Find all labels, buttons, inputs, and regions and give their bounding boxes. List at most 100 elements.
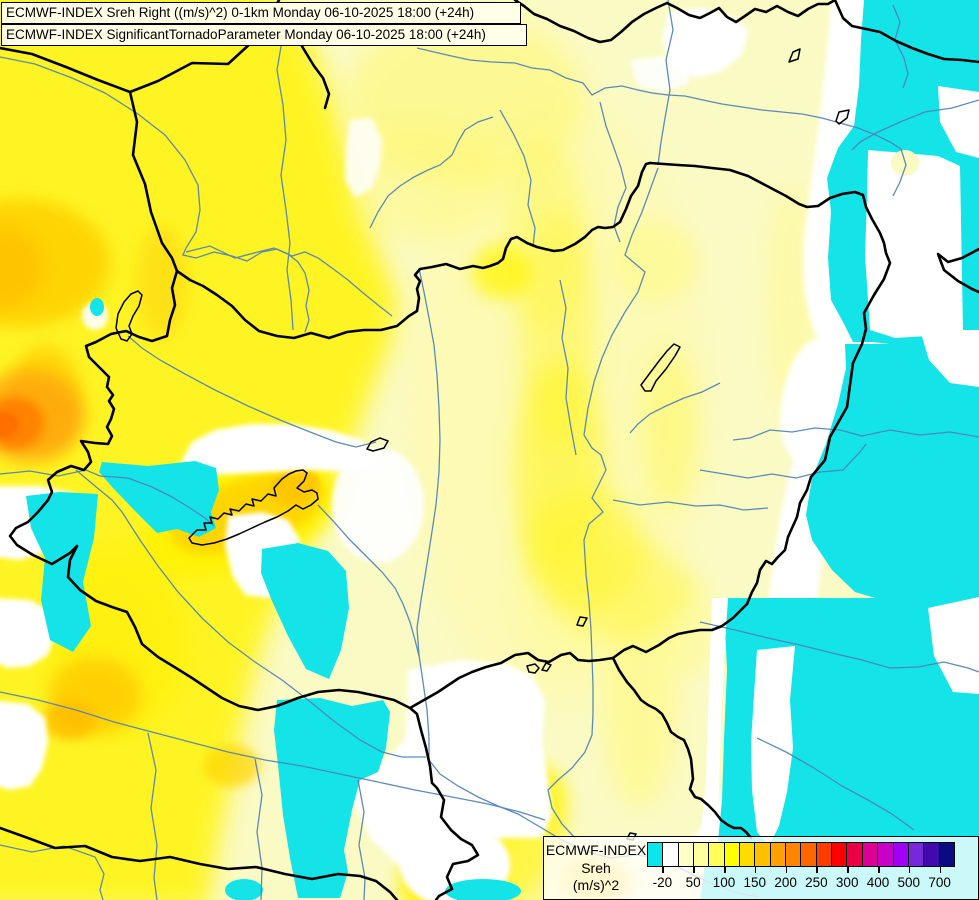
border-slovenia-croatia-hungary: [8, 498, 412, 712]
river-koros-south: [699, 443, 867, 479]
colorbar-tick: [878, 867, 880, 873]
colorbar-cell-1: [662, 842, 679, 867]
legend-parameter: Sreh: [581, 860, 611, 876]
colorbar-cell-14: [861, 842, 879, 867]
river-maros: [699, 621, 979, 673]
colorbar-cell-4: [708, 842, 725, 867]
river-drava: [75, 469, 426, 758]
border-hungary-romania-ukraine: [648, 161, 892, 606]
river-bosna-2: [254, 758, 263, 900]
river-drina: [357, 779, 366, 900]
river-bodrog: [657, 0, 674, 166]
colorbar-tick: [754, 867, 757, 873]
river-upper-tisza: [892, 4, 909, 89]
colorbar-cell-13: [846, 842, 863, 867]
lake-tisza: [640, 343, 681, 392]
colorbar-cell-6: [739, 842, 756, 867]
border-poland-slovakia: [513, 0, 837, 44]
river-koros-west: [612, 499, 769, 511]
river-ipel: [599, 101, 627, 243]
small-lake-1: [788, 48, 801, 63]
small-lake-3: [526, 663, 540, 674]
lake-ferto: [115, 290, 143, 342]
small-lake-5: [576, 616, 588, 627]
legend-colorbar: [647, 842, 955, 867]
border-croatia-bosnia-sava: [0, 826, 399, 900]
colorbar-tick-label: 50: [685, 875, 701, 890]
border-austria-slovakia: [128, 90, 179, 273]
colorbar-tick: [693, 867, 695, 873]
colorbar-cell-9: [785, 842, 802, 867]
river-koros-north: [732, 427, 979, 441]
border-hungary-serbia: [611, 602, 749, 660]
river-hron: [499, 109, 536, 248]
river-zagyva: [559, 279, 577, 456]
colorbar-cell-12: [831, 842, 848, 867]
lakes-layer: [115, 48, 850, 841]
river-sio: [317, 504, 420, 657]
river-vah: [276, 0, 294, 331]
colorbar-tick-label: 700: [928, 875, 951, 890]
border-slovakia-hungary: [175, 161, 652, 340]
colorbar-cell-7: [754, 842, 771, 867]
colorbar-cell-18: [923, 842, 940, 867]
lake-balaton: [188, 469, 319, 546]
river-bosna-1: [147, 732, 158, 900]
river-danube-upper: [0, 56, 393, 317]
small-lake-2: [835, 109, 850, 125]
border-romania-ukraine-east: [936, 247, 979, 294]
lake-velence: [366, 437, 389, 452]
river-tisza: [547, 167, 659, 839]
colorbar-tick-label: 200: [774, 875, 797, 890]
border-austria-hungary: [46, 269, 179, 502]
colorbar-tick-label: 300: [835, 875, 859, 890]
river-raba: [127, 335, 377, 448]
river-somes: [851, 99, 979, 151]
border-croatia-bosnia-east: [408, 706, 480, 900]
colorbar-cell-19: [938, 842, 955, 867]
colorbar-tick: [939, 867, 942, 873]
river-nitra: [369, 116, 494, 229]
colorbar-tick-label: 100: [712, 875, 736, 890]
colorbar-tick-label: 150: [743, 875, 767, 890]
colorbar-tick-label: 250: [805, 875, 828, 890]
colorbar-cell-15: [877, 842, 894, 867]
river-little-danube: [185, 245, 310, 333]
colorbar-tick-label: -20: [652, 875, 673, 890]
colorbar-tick-label: 500: [897, 875, 921, 890]
colorbar-cell-8: [769, 842, 787, 867]
river-sajo: [629, 382, 721, 434]
colorbar-tick-label: 400: [866, 875, 890, 890]
colorbar-tick: [847, 867, 849, 873]
river-bega: [756, 737, 915, 831]
colorbar-cell-17: [907, 842, 925, 867]
border-hungary-croatia: [408, 651, 615, 710]
colorbar-cell-11: [815, 842, 833, 867]
colorbar-cell-10: [800, 842, 817, 867]
small-lake-4: [541, 662, 552, 672]
border-czech-austria: [0, 46, 132, 94]
colorbar-tick: [724, 867, 726, 873]
river-zala: [0, 469, 215, 527]
colorbar-cell-16: [892, 842, 909, 867]
map-title-line1: ECMWF-INDEX Sreh Right ((m/s)^2) 0-1km M…: [1, 2, 521, 24]
river-north-carpathian: [416, 47, 907, 197]
legend-box: ECMWF-INDEX Sreh (m/s)^2 -20 50 100 150 200 2…: [543, 836, 979, 900]
river-una: [0, 844, 105, 900]
colorbar-tick: [816, 867, 818, 873]
colorbar-cell-5: [723, 842, 741, 867]
border-ukraine-romania-north: [833, 0, 979, 64]
colorbar-tick: [662, 867, 664, 873]
colorbar-cell-3: [693, 842, 710, 867]
colorbar-cell-2: [677, 842, 695, 867]
legend-units: (m/s)^2: [572, 877, 620, 893]
border-croatia-serbia: [611, 656, 753, 840]
legend-title: ECMWF-INDEX: [545, 842, 647, 858]
gold-orange-regions-layer: [0, 199, 630, 900]
river-sava: [0, 691, 546, 821]
colorbar-cell-0: [647, 842, 664, 867]
colorbar-tick: [785, 867, 788, 873]
